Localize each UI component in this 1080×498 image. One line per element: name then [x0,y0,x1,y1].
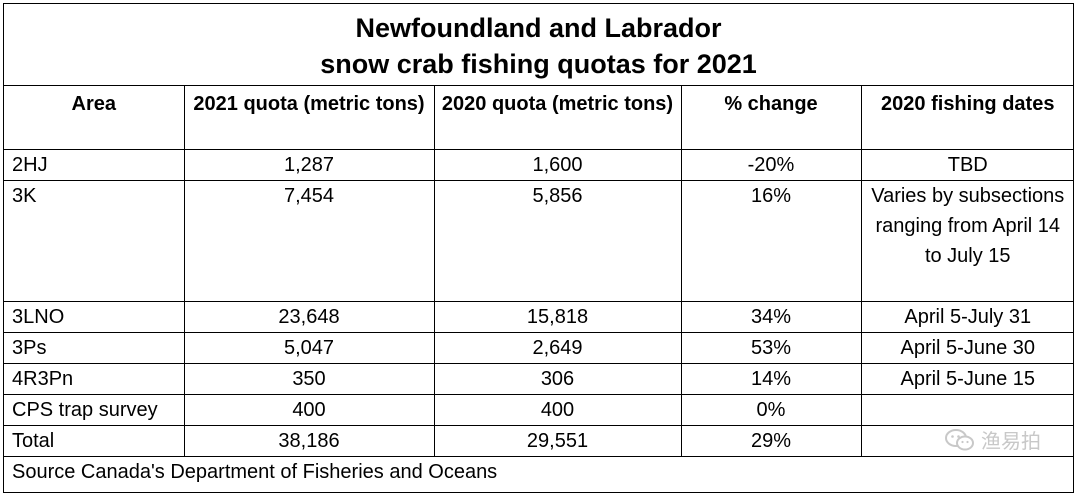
cell-area: 3Ps [4,331,185,364]
cell-area: CPS trap survey [4,393,185,426]
header-fishing-dates: 2020 fishing dates [860,86,1074,150]
cell-pct-change: 34% [680,300,862,333]
cell-area: Total [4,424,185,457]
cell-pct-change: 29% [680,424,862,457]
table-row: 3Ps 5,047 2,649 53% April 5-June 30 [4,331,1074,364]
cell-pct-change: -20% [680,148,862,181]
source-note: Source Canada's Department of Fisheries … [4,455,1074,487]
table-row: 2HJ 1,287 1,600 -20% TBD [4,148,1074,181]
title-line-1: Newfoundland and Labrador [355,13,722,43]
cell-pct-change: 14% [680,362,862,395]
cell-fishing-dates [860,393,1074,426]
table-title: Newfoundland and Labrador snow crab fish… [4,4,1073,86]
cell-2021-quota: 400 [183,393,435,426]
table-row: 3LNO 23,648 15,818 34% April 5-July 31 [4,300,1074,333]
cell-area: 3K [4,179,185,302]
cell-area: 3LNO [4,300,185,333]
cell-pct-change: 53% [680,331,862,364]
header-2020-quota: 2020 quota (metric tons) [433,86,682,150]
table-row: 4R3Pn 350 306 14% April 5-June 15 [4,362,1074,395]
header-row: Area 2021 quota (metric tons) 2020 quota… [4,86,1074,150]
cell-fishing-dates: TBD [860,148,1074,181]
title-line-2: snow crab fishing quotas for 2021 [320,49,757,79]
table-row: CPS trap survey 400 400 0% [4,393,1074,426]
cell-pct-change: 16% [680,179,862,302]
cell-fishing-dates: Varies by subsections ranging from April… [860,179,1074,302]
cell-2020-quota: 2,649 [433,331,682,364]
cell-area: 4R3Pn [4,362,185,395]
header-2021-quota: 2021 quota (metric tons) [183,86,435,150]
cell-pct-change: 0% [680,393,862,426]
cell-2021-quota: 5,047 [183,331,435,364]
cell-2021-quota: 38,186 [183,424,435,457]
watermark-text: 渔易拍 [981,431,1041,453]
cell-2020-quota: 1,600 [433,148,682,181]
cell-fishing-dates: April 5-July 31 [860,300,1074,333]
cell-2020-quota: 400 [433,393,682,426]
table-row: 3K 7,454 5,856 16% Varies by subsections… [4,179,1074,302]
quota-table: Area 2021 quota (metric tons) 2020 quota… [4,86,1074,487]
source-row: Source Canada's Department of Fisheries … [4,455,1074,487]
cell-2020-quota: 29,551 [433,424,682,457]
header-pct-change: % change [680,86,862,150]
watermark: 渔易拍 [945,425,1041,454]
cell-2021-quota: 1,287 [183,148,435,181]
cell-2021-quota: 23,648 [183,300,435,333]
cell-2020-quota: 5,856 [433,179,682,302]
cell-2020-quota: 15,818 [433,300,682,333]
cell-2021-quota: 350 [183,362,435,395]
header-area: Area [4,86,185,150]
cell-area: 2HJ [4,148,185,181]
cell-2020-quota: 306 [433,362,682,395]
cell-fishing-dates: April 5-June 30 [860,331,1074,364]
cell-2021-quota: 7,454 [183,179,435,302]
wechat-icon [945,428,974,450]
quota-table-frame: Newfoundland and Labrador snow crab fish… [3,3,1074,493]
table-row-total: Total 38,186 29,551 29% [4,424,1074,457]
cell-fishing-dates: April 5-June 15 [860,362,1074,395]
